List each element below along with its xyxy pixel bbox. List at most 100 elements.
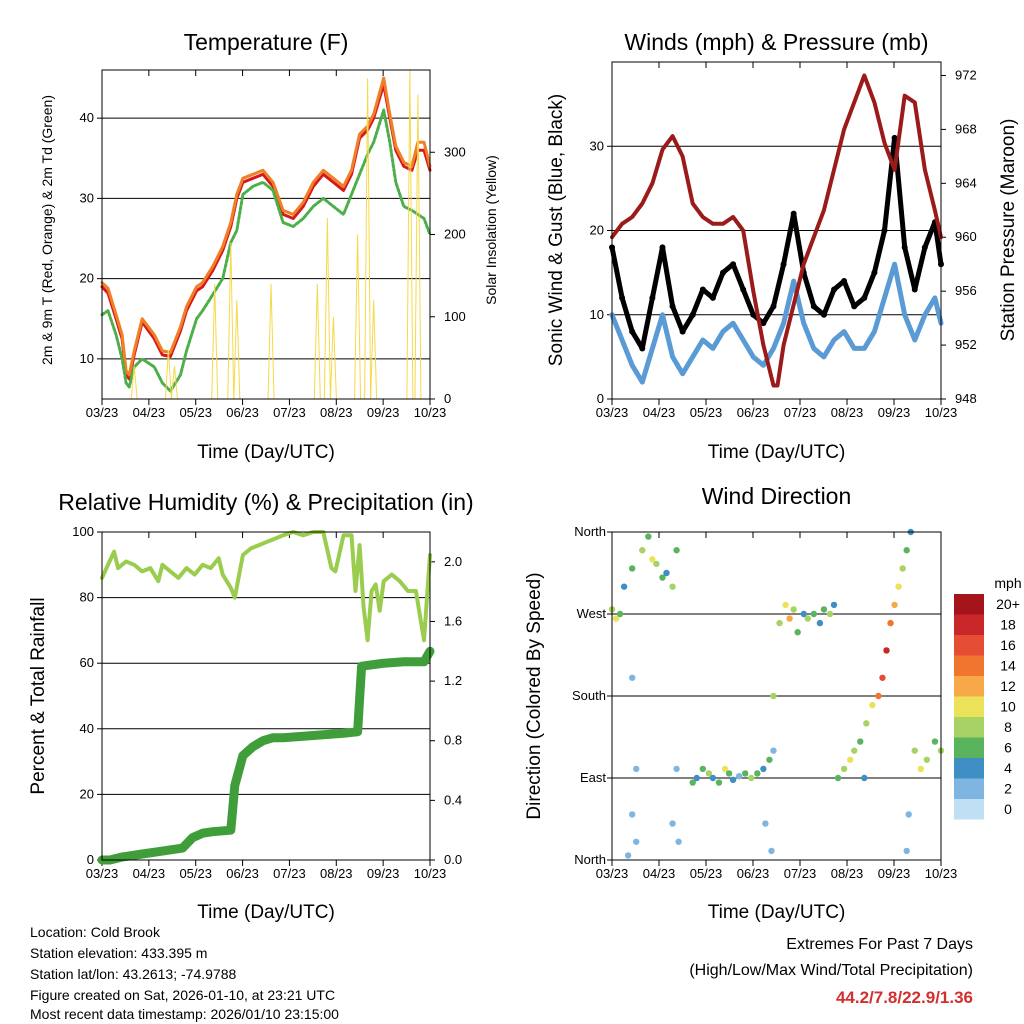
direction-point	[911, 747, 918, 754]
solar-peak	[211, 283, 219, 400]
gust-point	[911, 286, 918, 293]
gust-point	[871, 269, 878, 276]
direction-point	[883, 647, 890, 654]
y-tick-label: 20	[80, 271, 94, 286]
y-tick-label-right: 972	[955, 67, 977, 82]
series-line	[610, 73, 943, 388]
direction-point	[931, 738, 939, 745]
y-tick-label-right: 0.4	[444, 792, 462, 807]
gust-point	[730, 261, 737, 268]
direction-point	[794, 629, 801, 636]
direction-point	[879, 674, 886, 681]
direction-point	[895, 583, 902, 590]
x-tick-label: 07/23	[784, 866, 817, 881]
solar-peak	[313, 283, 321, 400]
solar-peak	[414, 94, 422, 400]
colorbar-label: 4	[1004, 760, 1012, 776]
plot-frame	[611, 61, 942, 400]
direction-point	[669, 583, 676, 590]
y-axis-label: Sonic Wind & Gust (Blue, Black)	[546, 94, 567, 366]
solar-peak	[364, 78, 372, 400]
direction-point	[612, 615, 620, 622]
direction-point	[768, 847, 775, 855]
direction-point	[770, 747, 777, 754]
x-axis-label: Time (Day/UTC)	[708, 442, 846, 463]
direction-point	[830, 601, 838, 609]
direction-point	[729, 776, 737, 784]
y-tick-label: North	[574, 524, 606, 539]
colorbar-swatch	[954, 635, 984, 656]
x-tick-label: 05/23	[179, 405, 212, 420]
gust-point	[770, 303, 777, 310]
colorbar-label: 20+	[996, 596, 1020, 612]
station-latlon: Station lat/lon: 43.2613; -74.9788	[30, 966, 237, 982]
x-tick-label: 08/23	[320, 405, 353, 420]
direction-point	[669, 820, 676, 827]
colorbar-swatch	[954, 799, 984, 820]
station-location: Location: Cold Brook	[30, 924, 160, 940]
plot-frame	[611, 531, 942, 861]
gust-point	[679, 328, 686, 335]
direction-point	[639, 547, 646, 554]
gust-point	[750, 311, 757, 318]
direction-point	[715, 779, 723, 786]
direction-point	[725, 770, 733, 777]
x-axis-label: Time (Day/UTC)	[197, 442, 335, 463]
direction-point	[840, 765, 848, 773]
colorbar-label: 8	[1004, 719, 1012, 735]
direction-point	[699, 765, 707, 773]
direction-point	[820, 606, 828, 613]
direction-point	[810, 610, 818, 618]
direction-point	[786, 615, 793, 622]
y-tick-label-right: 948	[955, 391, 977, 406]
series-line	[100, 530, 432, 643]
colorbar-label: 18	[1000, 617, 1016, 633]
direction-point	[742, 770, 749, 777]
y-tick-label-right: 960	[955, 229, 977, 244]
direction-point	[705, 770, 713, 777]
direction-point	[673, 547, 680, 554]
x-tick-label: 07/23	[784, 405, 817, 420]
gust-point	[831, 286, 838, 293]
y-tick-label-right: 968	[955, 121, 977, 136]
gust-point	[790, 210, 797, 217]
gust-point	[780, 261, 787, 268]
direction-point	[834, 774, 842, 782]
solar-peak	[323, 218, 331, 400]
direction-point	[649, 556, 656, 563]
plot-frame	[101, 69, 431, 400]
direction-point	[693, 774, 700, 782]
direction-point	[887, 619, 894, 627]
x-tick-label: 06/23	[737, 405, 770, 420]
x-tick-label: 09/23	[878, 405, 911, 420]
colorbar-swatch	[954, 676, 984, 697]
series-line	[100, 76, 432, 377]
solar-peak	[406, 69, 414, 400]
gust-point	[740, 286, 747, 293]
direction-point	[721, 765, 729, 773]
colorbar-label: 12	[1000, 678, 1016, 694]
gust-point	[820, 311, 827, 318]
direction-point	[776, 619, 783, 627]
gust-point	[659, 244, 666, 251]
y-tick-label-right: 956	[955, 283, 977, 298]
direction-point	[633, 838, 640, 845]
colorbar-swatch	[954, 778, 984, 799]
gust-point	[760, 320, 767, 327]
y-tick-label: 10	[80, 351, 94, 366]
direction-point	[624, 852, 632, 859]
figure-created: Figure created on Sat, 2026-01-10, at 23…	[30, 987, 336, 1003]
chart-title: Winds (mph) & Pressure (mb)	[624, 29, 928, 55]
x-tick-label: 05/23	[690, 405, 723, 420]
y-tick-label: South	[572, 688, 606, 703]
x-tick-label: 09/23	[878, 866, 911, 881]
direction-point	[628, 565, 636, 572]
extremes-subtitle: (High/Low/Max Wind/Total Precipitation)	[689, 962, 973, 979]
y-tick-label-right: 964	[955, 175, 977, 190]
colorbar-label: 16	[1000, 637, 1016, 653]
x-tick-label: 04/23	[643, 866, 676, 881]
x-tick-label: 05/23	[690, 866, 723, 881]
x-tick-label: 09/23	[367, 866, 400, 881]
colorbar-swatch	[954, 655, 984, 676]
